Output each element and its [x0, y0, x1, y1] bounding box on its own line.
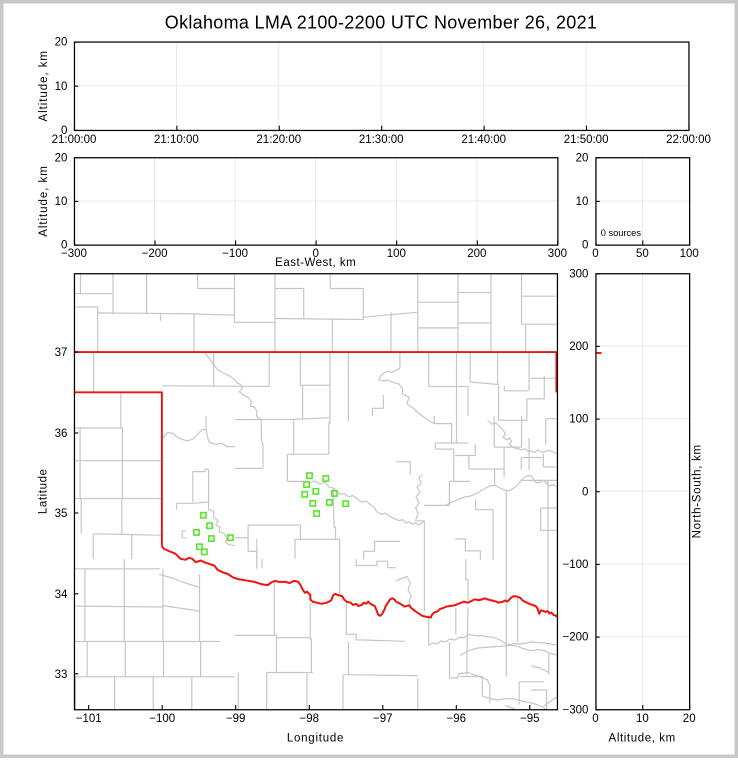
svg-text:200: 200 — [569, 341, 588, 353]
svg-text:10: 10 — [576, 196, 589, 208]
svg-text:North-South, km: North-South, km — [691, 444, 703, 538]
svg-text:10: 10 — [636, 713, 649, 725]
svg-text:21:10:00: 21:10:00 — [154, 134, 199, 146]
svg-text:21:40:00: 21:40:00 — [461, 134, 506, 146]
svg-text:−200: −200 — [562, 632, 588, 644]
svg-text:300: 300 — [569, 268, 588, 280]
svg-text:35: 35 — [55, 508, 68, 520]
svg-text:100: 100 — [387, 248, 406, 260]
svg-text:0: 0 — [61, 240, 67, 252]
svg-text:100: 100 — [569, 414, 588, 426]
svg-text:21:50:00: 21:50:00 — [564, 134, 609, 146]
svg-text:−300: −300 — [61, 248, 87, 260]
svg-text:10: 10 — [55, 196, 68, 208]
svg-text:−99: −99 — [226, 713, 246, 725]
svg-text:200: 200 — [467, 248, 486, 260]
svg-text:Longitude: Longitude — [287, 732, 344, 744]
svg-text:−100: −100 — [149, 713, 175, 725]
svg-text:Latitude: Latitude — [37, 468, 49, 514]
svg-text:Altitude, km: Altitude, km — [38, 165, 50, 236]
svg-text:300: 300 — [548, 248, 567, 260]
svg-text:−95: −95 — [520, 713, 540, 725]
svg-text:21:20:00: 21:20:00 — [256, 134, 301, 146]
svg-text:10: 10 — [55, 81, 68, 93]
svg-text:34: 34 — [55, 589, 68, 601]
svg-text:21:00:00: 21:00:00 — [52, 134, 97, 146]
svg-text:−100: −100 — [222, 248, 248, 260]
svg-text:0: 0 — [582, 486, 588, 498]
svg-text:100: 100 — [680, 248, 699, 260]
svg-text:0: 0 — [312, 248, 318, 260]
svg-text:20: 20 — [683, 713, 696, 725]
svg-text:20: 20 — [576, 152, 589, 164]
svg-text:−200: −200 — [142, 248, 168, 260]
svg-text:−96: −96 — [447, 713, 467, 725]
svg-text:East-West, km: East-West, km — [275, 257, 356, 269]
svg-text:0: 0 — [592, 248, 598, 260]
svg-text:−97: −97 — [373, 713, 393, 725]
svg-text:−300: −300 — [562, 704, 588, 716]
svg-text:0 sources: 0 sources — [601, 228, 642, 238]
svg-text:33: 33 — [55, 669, 68, 681]
svg-text:37: 37 — [55, 347, 68, 359]
svg-text:Oklahoma LMA 2100-2200 UTC Nov: Oklahoma LMA 2100-2200 UTC November 26, … — [165, 13, 597, 33]
svg-text:20: 20 — [55, 152, 68, 164]
svg-text:0: 0 — [592, 713, 598, 725]
svg-text:−100: −100 — [562, 559, 588, 571]
svg-text:Altitude, km: Altitude, km — [38, 50, 50, 121]
svg-text:Altitude, km: Altitude, km — [609, 732, 676, 744]
svg-text:20: 20 — [55, 37, 68, 49]
svg-text:50: 50 — [636, 248, 649, 260]
svg-text:36: 36 — [55, 428, 68, 440]
svg-text:0: 0 — [61, 125, 67, 137]
svg-text:−101: −101 — [76, 713, 102, 725]
svg-text:22:00:00: 22:00:00 — [666, 134, 711, 146]
svg-text:21:30:00: 21:30:00 — [359, 134, 404, 146]
svg-text:−98: −98 — [300, 713, 320, 725]
svg-text:0: 0 — [582, 240, 588, 252]
